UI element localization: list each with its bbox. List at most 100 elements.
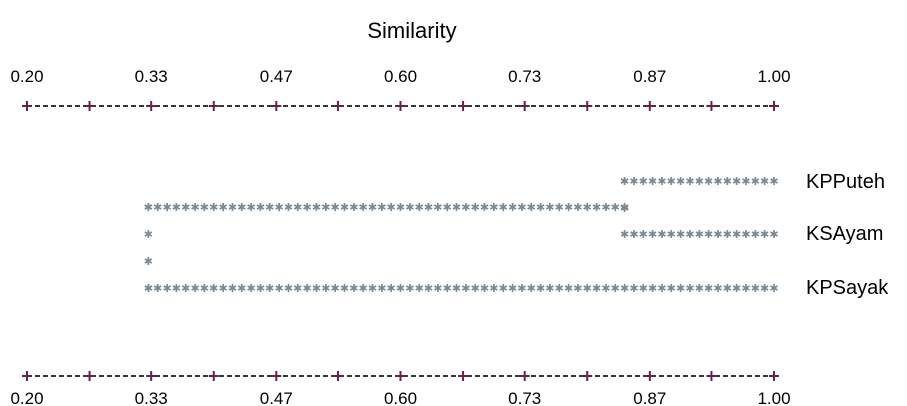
svg-text:✱: ✱ — [443, 201, 452, 214]
svg-text:✱: ✱ — [620, 282, 629, 295]
svg-text:✱: ✱ — [741, 175, 750, 188]
svg-text:✱: ✱ — [489, 282, 498, 295]
svg-text:✱: ✱ — [685, 175, 694, 188]
svg-text:✱: ✱ — [517, 201, 526, 214]
svg-text:✱: ✱ — [443, 282, 452, 295]
svg-text:✱: ✱ — [527, 282, 536, 295]
svg-text:✱: ✱ — [433, 282, 442, 295]
svg-text:✱: ✱ — [564, 201, 573, 214]
bottom-tick-label: 1.00 — [757, 389, 790, 406]
svg-text:✱: ✱ — [620, 175, 629, 188]
svg-text:✱: ✱ — [639, 175, 648, 188]
bottom-tick-mark — [84, 371, 95, 381]
svg-text:✱: ✱ — [144, 201, 153, 214]
svg-text:✱: ✱ — [284, 201, 293, 214]
svg-text:✱: ✱ — [592, 282, 601, 295]
svg-text:✱: ✱ — [368, 201, 377, 214]
svg-text:✱: ✱ — [667, 282, 676, 295]
svg-text:✱: ✱ — [695, 282, 704, 295]
svg-text:✱: ✱ — [545, 201, 554, 214]
svg-text:✱: ✱ — [685, 228, 694, 241]
leaf-label-ksayam: KSAyam — [806, 223, 883, 245]
top-tick-mark — [644, 101, 655, 111]
svg-text:✱: ✱ — [629, 228, 638, 241]
top-tick-label: 1.00 — [757, 67, 790, 86]
bottom-tick-mark — [519, 371, 530, 381]
svg-text:✱: ✱ — [200, 201, 209, 214]
svg-text:✱: ✱ — [452, 201, 461, 214]
svg-text:✱: ✱ — [153, 201, 162, 214]
svg-text:✱: ✱ — [415, 282, 424, 295]
svg-text:✱: ✱ — [760, 228, 769, 241]
svg-text:✱: ✱ — [713, 282, 722, 295]
svg-text:✱: ✱ — [471, 201, 480, 214]
svg-text:✱: ✱ — [648, 175, 657, 188]
svg-text:✱: ✱ — [723, 282, 732, 295]
junction-root: ✱ ✱ ✱ ✱ — [144, 201, 153, 295]
svg-text:✱: ✱ — [769, 175, 778, 188]
svg-text:✱: ✱ — [424, 201, 433, 214]
top-tick-mark — [769, 101, 779, 111]
svg-text:✱: ✱ — [144, 228, 153, 241]
bottom-tick-label: 0.87 — [633, 389, 666, 406]
bottom-tick-label: 0.60 — [384, 389, 417, 406]
svg-text:✱: ✱ — [181, 201, 190, 214]
top-tick-mark — [332, 101, 343, 111]
top-tick-mark — [271, 101, 282, 111]
svg-text:✱: ✱ — [433, 201, 442, 214]
svg-text:✱: ✱ — [732, 282, 741, 295]
top-tick-label: 0.87 — [633, 67, 666, 86]
svg-text:✱: ✱ — [209, 201, 218, 214]
svg-text:✱: ✱ — [377, 282, 386, 295]
bottom-tick-mark — [395, 371, 406, 381]
top-tick-label: 0.73 — [508, 67, 541, 86]
svg-text:✱: ✱ — [293, 201, 302, 214]
svg-text:✱: ✱ — [601, 201, 610, 214]
svg-text:✱: ✱ — [153, 282, 162, 295]
svg-text:✱: ✱ — [144, 282, 153, 295]
svg-text:✱: ✱ — [536, 282, 545, 295]
svg-text:✱: ✱ — [704, 228, 713, 241]
svg-text:✱: ✱ — [751, 175, 760, 188]
svg-text:✱: ✱ — [760, 282, 769, 295]
top-tick-mark — [84, 101, 95, 111]
svg-text:✱: ✱ — [769, 228, 778, 241]
svg-text:✱: ✱ — [480, 282, 489, 295]
svg-text:✱: ✱ — [265, 282, 274, 295]
svg-text:✱: ✱ — [303, 201, 312, 214]
svg-text:✱: ✱ — [387, 201, 396, 214]
svg-text:✱: ✱ — [648, 228, 657, 241]
bottom-axis — [22, 371, 779, 381]
svg-text:✱: ✱ — [144, 201, 153, 214]
svg-text:✱: ✱ — [573, 201, 582, 214]
svg-text:✱: ✱ — [713, 175, 722, 188]
svg-text:✱: ✱ — [545, 282, 554, 295]
leaf-labels: KPPuteh KSAyam KPSayak — [806, 171, 889, 299]
svg-text:✱: ✱ — [657, 175, 666, 188]
svg-text:✱: ✱ — [527, 201, 536, 214]
svg-text:✱: ✱ — [312, 282, 321, 295]
svg-text:✱: ✱ — [190, 201, 199, 214]
bottom-tick-mark — [208, 371, 219, 381]
bottom-tick-mark — [22, 371, 32, 381]
svg-text:✱: ✱ — [424, 282, 433, 295]
svg-text:✱: ✱ — [611, 282, 620, 295]
svg-text:✱: ✱ — [218, 282, 227, 295]
bottom-tick-labels: 0.20 0.33 0.47 0.60 0.73 0.87 1.00 — [10, 389, 790, 406]
svg-text:✱: ✱ — [387, 282, 396, 295]
svg-text:✱: ✱ — [405, 282, 414, 295]
svg-text:✱: ✱ — [172, 201, 181, 214]
svg-text:✱: ✱ — [573, 282, 582, 295]
top-tick-mark — [22, 101, 32, 111]
svg-text:✱: ✱ — [564, 282, 573, 295]
svg-text:✱: ✱ — [676, 228, 685, 241]
svg-text:✱: ✱ — [368, 282, 377, 295]
svg-text:✱: ✱ — [723, 175, 732, 188]
top-tick-label: 0.33 — [135, 67, 168, 86]
svg-text:✱: ✱ — [583, 201, 592, 214]
top-tick-mark — [146, 101, 157, 111]
svg-text:✱: ✱ — [555, 282, 564, 295]
svg-text:✱: ✱ — [471, 282, 480, 295]
branch-ksayam: ✱ ✱ ✱ ✱ ✱ ✱ ✱ ✱ ✱ ✱ ✱ ✱ ✱ ✱ ✱ ✱ ✱ — [620, 228, 779, 241]
svg-text:✱: ✱ — [396, 201, 405, 214]
